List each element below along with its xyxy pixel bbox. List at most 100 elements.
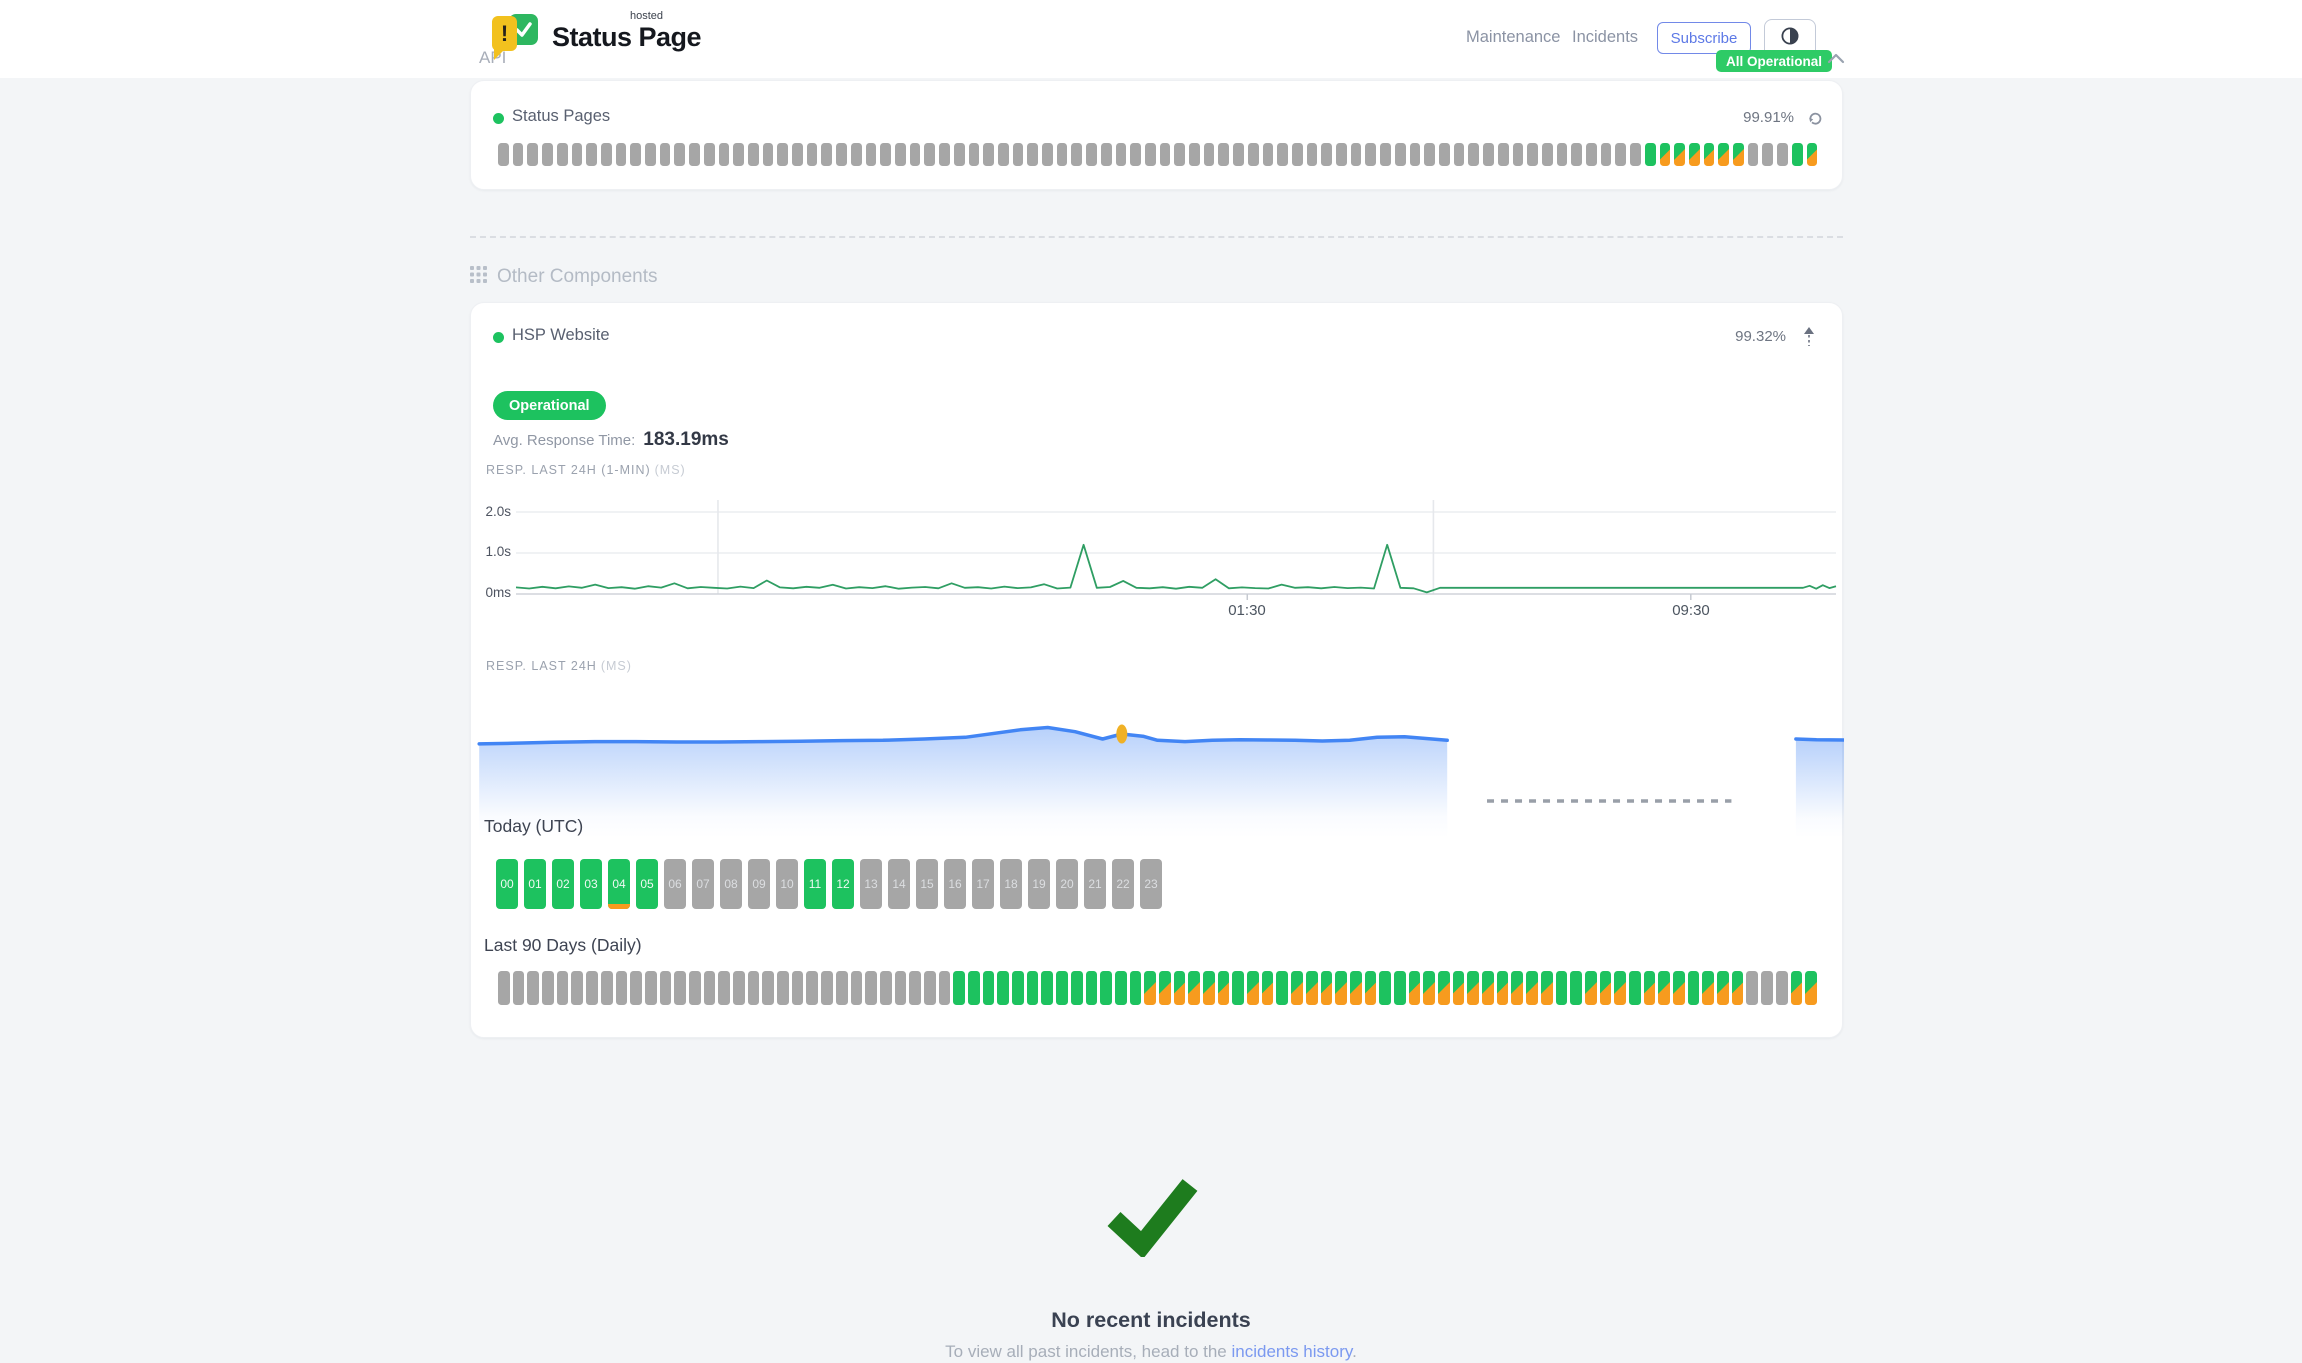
uptime-bar	[1261, 971, 1274, 1005]
uptime-bar	[792, 143, 803, 166]
uptime-bar	[1159, 143, 1171, 166]
status-dot	[493, 332, 504, 343]
uptime-bar	[1674, 143, 1685, 166]
uptime-bar	[1555, 971, 1568, 1005]
uptime-bar	[1173, 971, 1186, 1005]
uptime-bar	[1644, 143, 1656, 166]
avg-response-row: Avg. Response Time: 183.19ms	[493, 429, 729, 451]
expand-up-icon[interactable]	[1802, 327, 1816, 352]
subscribe-button[interactable]: Subscribe	[1657, 22, 1751, 54]
uptime-bar	[850, 143, 862, 166]
uptime-bar	[1423, 971, 1435, 1005]
uptime-bar	[1233, 143, 1244, 166]
uptime-bar	[982, 971, 995, 1005]
uptime-bar	[703, 971, 716, 1005]
uptime-bar	[512, 143, 524, 166]
response-time-area-chart	[471, 688, 1846, 883]
uptime-bar	[1335, 971, 1347, 1005]
hour-block-21: 21	[1084, 859, 1106, 909]
uptime-bar	[542, 971, 554, 1005]
uptime-bar	[1203, 971, 1215, 1005]
brand-title: Status Page	[552, 22, 702, 52]
uptime-bar	[1100, 143, 1112, 166]
hour-block-11: 11	[804, 859, 826, 909]
uptime-bar	[850, 971, 863, 1005]
uptime-bar	[997, 971, 1010, 1005]
uptime-bar	[1349, 971, 1362, 1005]
uptime-bar	[600, 971, 613, 1005]
uptime-bar	[894, 143, 906, 166]
uptime-bar	[1365, 143, 1377, 166]
hour-block-20: 20	[1056, 859, 1078, 909]
uptime-bar	[1483, 143, 1494, 166]
no-recent-incidents-title: No recent incidents	[1051, 1308, 1251, 1332]
uptime-bar	[498, 143, 509, 166]
uptime-bar	[1497, 143, 1509, 166]
hour-block-23: 23	[1140, 859, 1162, 909]
uptime-bar	[821, 143, 833, 166]
uptime-bar	[645, 143, 656, 166]
uptime-bar	[512, 971, 525, 1005]
uptime-bar	[527, 971, 540, 1005]
uptime-bar	[1600, 143, 1612, 166]
uptime-bar	[1380, 143, 1391, 166]
uptime-bar	[1762, 143, 1774, 166]
incidents-history-link[interactable]: incidents history	[1231, 1342, 1353, 1361]
uptime-bar	[806, 143, 818, 166]
logo-exclaim-bubble: !	[492, 16, 517, 51]
hour-block-22: 22	[1112, 859, 1134, 909]
hour-block-09: 09	[748, 859, 770, 909]
uptime-bar	[1409, 143, 1421, 166]
uptime-bar	[1144, 971, 1156, 1005]
uptime-bar	[762, 971, 775, 1005]
hour-block-03: 03	[580, 859, 602, 909]
uptime-bar	[1350, 143, 1362, 166]
uptime-bar	[865, 971, 877, 1005]
uptime-bar	[835, 971, 848, 1005]
uptime-bar	[703, 143, 715, 166]
uptime-bar	[1218, 143, 1230, 166]
uptime-bar	[1321, 143, 1333, 166]
uptime-bar	[939, 143, 950, 166]
uptime-bar	[615, 971, 628, 1005]
uptime-bar	[1630, 143, 1641, 166]
uptime-bar	[1805, 971, 1817, 1005]
brand-logo-icon: !	[492, 12, 550, 68]
uptime-bar	[1336, 143, 1347, 166]
refresh-icon[interactable]	[1806, 109, 1824, 132]
hour-block-08: 08	[720, 859, 742, 909]
nav-incidents[interactable]: Incidents	[1572, 28, 1639, 46]
nav-maintenance[interactable]: Maintenance	[1466, 28, 1561, 46]
uptime-bar	[630, 971, 642, 1005]
uptime-bar	[615, 143, 627, 166]
hour-block-07: 07	[692, 859, 714, 909]
uptime-bar	[1806, 143, 1818, 166]
uptime-bar	[1262, 143, 1274, 166]
uptime-bar	[1746, 971, 1759, 1005]
uptime-bar	[1158, 971, 1171, 1005]
uptime-bar	[997, 143, 1009, 166]
uptime-bar	[1468, 143, 1480, 166]
uptime-bar	[571, 971, 584, 1005]
collapse-chevron-icon[interactable]	[1826, 52, 1846, 71]
hour-block-04: 04	[608, 859, 630, 909]
uptime-percent: 99.91%	[1743, 109, 1794, 126]
uptime-bar	[938, 971, 951, 1005]
uptime-bar	[659, 971, 672, 1005]
uptime-bar	[968, 143, 980, 166]
uptime-bar	[1393, 971, 1406, 1005]
uptime-bar	[1496, 971, 1509, 1005]
uptime-strip-90-days	[498, 971, 1817, 1005]
uptime-bar	[1026, 971, 1039, 1005]
chart1-title: RESP. LAST 24H (1-MIN) (MS)	[486, 463, 686, 477]
uptime-bar	[556, 143, 568, 166]
hour-block-06: 06	[664, 859, 686, 909]
uptime-bar	[1556, 143, 1568, 166]
uptime-bar	[1188, 971, 1200, 1005]
uptime-bar	[1482, 971, 1494, 1005]
uptime-bar	[777, 971, 789, 1005]
uptime-bar	[674, 971, 686, 1005]
uptime-bar	[527, 143, 539, 166]
uptime-bar	[1203, 143, 1215, 166]
uptime-bar	[1189, 143, 1200, 166]
